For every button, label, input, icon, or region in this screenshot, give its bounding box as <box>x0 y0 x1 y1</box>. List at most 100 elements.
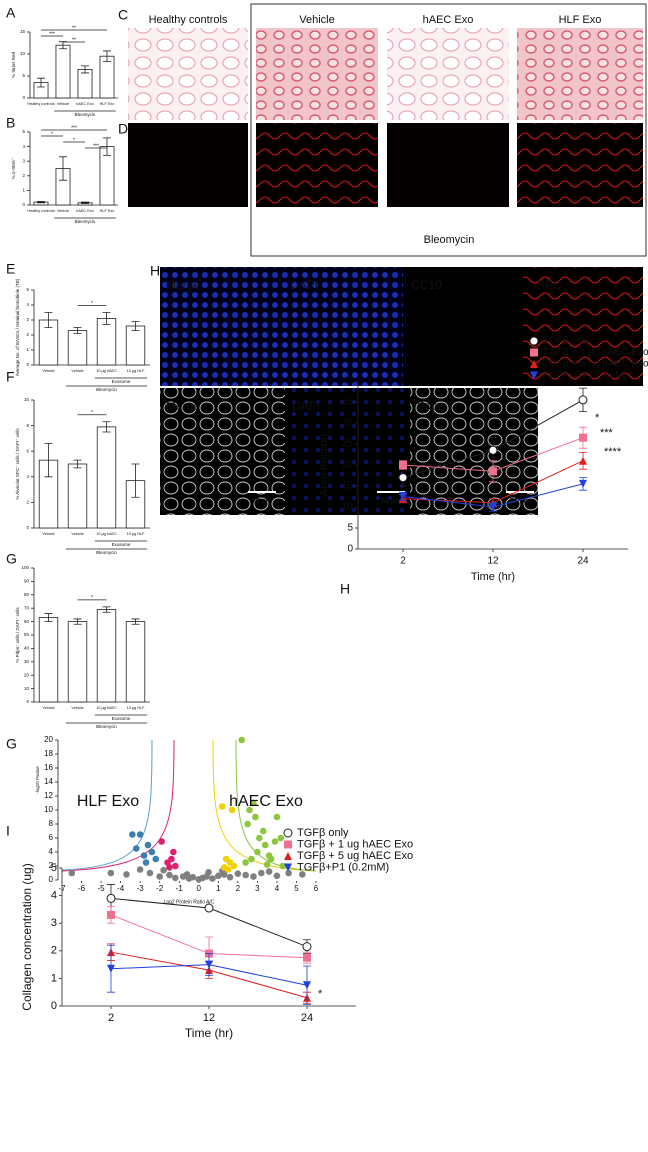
data-point <box>129 831 136 838</box>
data-point <box>205 869 212 876</box>
x-tick-label: 6 <box>314 884 319 893</box>
x-tick-label: hAEC Exo <box>76 209 94 213</box>
group-label: Bleomycin <box>75 219 96 224</box>
error-bar <box>131 463 140 498</box>
bar <box>99 55 115 99</box>
x-tick-label: Healthy controls <box>27 209 54 213</box>
panel-label: G <box>6 736 17 752</box>
significance-label: * <box>318 988 323 1000</box>
data-point <box>132 845 140 852</box>
panel-label: G <box>6 551 17 567</box>
image-label: Merge <box>166 399 200 413</box>
x-tick-label: -4 <box>117 884 125 893</box>
y-tick-label: 40 <box>24 646 30 651</box>
error-bar <box>44 613 53 622</box>
y-tick-label: 0 <box>22 202 25 207</box>
legend-label: TGFβ+P1 (0.2mM) <box>543 370 627 381</box>
data-point <box>399 461 407 469</box>
y-tick-label: 80 <box>24 592 30 597</box>
significance-label: * <box>51 131 53 137</box>
image-haec-sirius <box>387 28 509 120</box>
data-point <box>234 870 242 877</box>
bar <box>77 69 93 99</box>
legend-marker <box>530 360 538 368</box>
image-merge-bottom <box>160 388 285 515</box>
bleomycin-label: Bleomycin <box>424 234 475 246</box>
y-tick-label: 50 <box>24 632 30 637</box>
y-tick-label: 10 <box>342 502 354 513</box>
y-axis-label: Area fraction <box>318 434 330 496</box>
data-point <box>579 456 587 465</box>
y-tick-label: 4 <box>49 847 54 856</box>
data-point <box>257 869 265 877</box>
x-tick-label: 0 <box>197 884 202 893</box>
bar <box>96 609 117 703</box>
x-tick-label: -2 <box>156 884 164 893</box>
y-tick-label: 0 <box>26 362 29 367</box>
data-point <box>218 803 226 810</box>
image-pdpn <box>410 388 538 515</box>
legend-marker <box>530 348 538 357</box>
y-tick-label: 30 <box>24 659 30 664</box>
scale-bar-label: 50 µm <box>381 498 401 505</box>
image-label: CC10 <box>411 278 442 292</box>
error-bar <box>73 327 82 334</box>
y-tick-label: 14 <box>44 777 53 786</box>
y-tick-label: 20 <box>342 460 354 471</box>
panel-label: E <box>6 261 15 277</box>
data-point <box>242 859 249 866</box>
data-point <box>230 862 238 870</box>
x-tick-label: -6 <box>78 884 86 893</box>
data-point <box>579 479 587 488</box>
data-point <box>242 871 249 879</box>
x-tick-label: -5 <box>98 884 106 893</box>
bar <box>67 330 88 366</box>
image-dapi-bottom <box>285 388 410 515</box>
panel-label: C <box>118 7 128 23</box>
error-bar <box>102 606 111 613</box>
data-point <box>250 873 257 880</box>
y-tick-label: 60 <box>24 619 30 624</box>
y-tick-label: 2 <box>22 173 25 178</box>
y-tick-label: 1 <box>51 972 57 984</box>
y-axis-label: Average No. of BASCs / terminal bronchio… <box>15 278 20 376</box>
data-point <box>271 838 279 845</box>
legend-marker <box>283 828 293 838</box>
error-bar <box>131 618 140 625</box>
data-point <box>254 848 261 856</box>
data-point <box>166 864 173 871</box>
y-tick-label: 20 <box>24 672 30 677</box>
x-tick-label: 10 µg hAEC <box>96 706 117 710</box>
legend-label: TGFβ only <box>297 827 349 839</box>
y-tick-label: 8 <box>49 819 54 828</box>
y-tick-label: 18 <box>44 749 53 758</box>
y-tick-label: 2 <box>26 500 29 505</box>
y-tick-label: 30 <box>342 418 354 429</box>
threshold-curve <box>235 739 317 872</box>
y-axis-label: % Sirius Red <box>11 52 16 79</box>
significance-label: **** <box>604 446 622 458</box>
data-point <box>209 875 216 882</box>
significance-label: * <box>91 301 93 307</box>
data-point <box>158 838 165 845</box>
y-tick-label: 10 <box>44 805 53 814</box>
data-point <box>238 736 246 744</box>
image-label: SPC <box>537 278 562 292</box>
image-column-label: Vehicle <box>299 14 334 26</box>
panel-label: I <box>6 823 10 839</box>
y-axis-label: % α-SMA⁺ <box>11 157 16 179</box>
x-tick-label: 10 µg HLF <box>127 706 145 710</box>
y-tick-label: 20 <box>44 735 53 744</box>
y-tick-label: 16 <box>44 763 53 772</box>
y-tick-label: 15 <box>342 481 354 492</box>
error-bar <box>131 321 140 331</box>
data-point <box>246 806 253 814</box>
error-bar <box>73 459 82 469</box>
data-point <box>205 960 213 969</box>
data-point <box>107 964 115 973</box>
significance-label: *** <box>600 427 614 439</box>
data-point <box>488 445 498 455</box>
image-label: DAPI <box>292 399 320 413</box>
x-tick-label: HLF Exo <box>100 102 115 106</box>
significance-label: *** <box>71 125 77 131</box>
